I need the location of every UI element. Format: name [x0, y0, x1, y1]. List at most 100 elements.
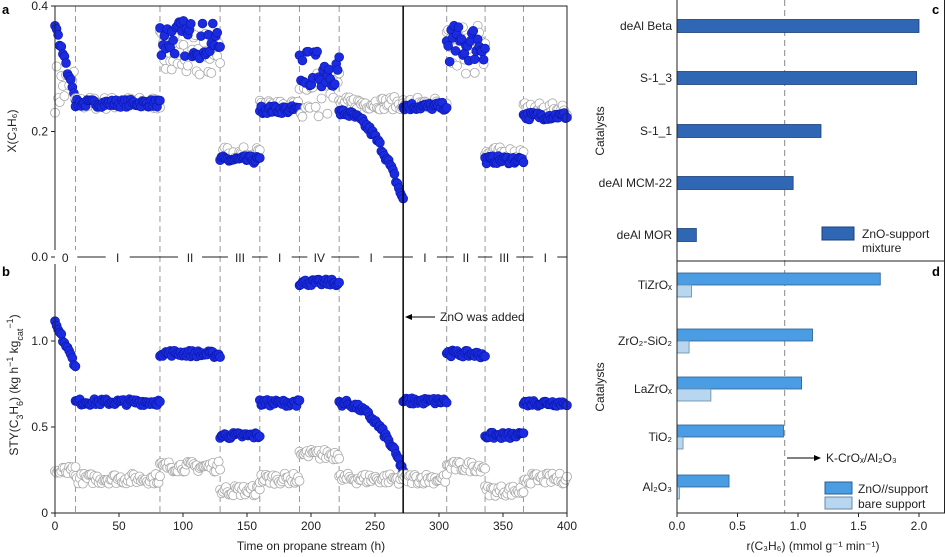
blue-point	[53, 30, 63, 40]
blue-point	[480, 43, 490, 54]
b-xtick-label: 200	[301, 519, 321, 533]
d-legend-swatch-zno	[824, 481, 853, 495]
d-ylabel: Catalysts	[593, 362, 607, 411]
blue-point	[254, 431, 265, 442]
region-label-bg	[53, 250, 78, 264]
c-bar	[676, 176, 794, 190]
blue-point	[155, 396, 165, 407]
grey-point	[310, 102, 321, 112]
region-label-bg	[267, 250, 292, 264]
b-ylabel-part: −1	[5, 318, 15, 328]
d-bar-zno	[676, 376, 803, 390]
grey-point	[215, 58, 226, 69]
d-bar-zno	[676, 424, 784, 438]
grey-point	[313, 111, 324, 122]
c-legend-line2: mixture	[862, 241, 902, 255]
grey-point	[469, 67, 480, 78]
blue-point	[518, 428, 529, 438]
panel-label-b: b	[2, 264, 10, 279]
region-label: IV	[314, 251, 325, 265]
a-ytick-label: 0.2	[31, 125, 48, 139]
region-label-bg	[533, 250, 558, 264]
blue-point	[207, 18, 218, 29]
d-legend-label-2: bare support	[858, 497, 926, 511]
blue-point	[334, 277, 344, 288]
b-xtick-label: 250	[365, 519, 385, 533]
blue-point	[215, 352, 225, 362]
b-ylabel-part: H	[7, 406, 21, 415]
blue-point	[441, 103, 452, 113]
c-category-label: deAl MCM-22	[599, 176, 673, 190]
d-bar-bare	[676, 284, 692, 298]
d-xtick-label: 2.0	[911, 519, 928, 533]
grey-point	[480, 463, 490, 474]
b-xtick-label: 350	[493, 519, 513, 533]
blue-point	[169, 48, 180, 59]
d-bar-bare	[676, 340, 690, 354]
region-label: I	[369, 251, 372, 265]
blue-point	[375, 137, 385, 148]
b-xtick-label: 50	[112, 519, 126, 533]
panels-a-b: 0 I II III I IV I I II III I0.00.20.400.51.00 50 100…	[5, 0, 577, 533]
d-category-label: LaZrOₓ	[634, 382, 672, 396]
b-xtick-label: 100	[173, 519, 193, 533]
c-category-label: deAl MOR	[617, 228, 673, 242]
b-ylabel-part: )	[7, 314, 21, 318]
blue-point	[450, 46, 461, 56]
c-category-label: S-1_1	[640, 124, 672, 138]
region-label: III	[499, 251, 509, 265]
blue-point	[332, 65, 343, 75]
blue-point	[297, 55, 308, 66]
region-label-bg	[359, 250, 384, 264]
b-ylabel-part: 6	[15, 401, 25, 406]
blue-point	[61, 58, 71, 68]
blue-point	[197, 18, 208, 29]
blue-point	[324, 64, 334, 75]
grey-point	[294, 475, 305, 486]
blue-point	[168, 35, 178, 46]
blue-point	[443, 41, 453, 51]
a-ytick-label: 0.0	[31, 250, 48, 264]
c-legend-line1: ZnO-support	[862, 227, 930, 241]
c-ylabel: Catalysts	[593, 106, 607, 155]
region-label: II	[187, 251, 194, 265]
b-ylabel-part: ) (kg h	[7, 367, 21, 401]
a-ylabel: X(C₃H₆)	[5, 109, 19, 152]
d-xtick-label: 0.0	[669, 519, 686, 533]
b-ytick-label: 1.0	[31, 334, 48, 348]
blue-point	[185, 19, 196, 29]
region-label: I	[116, 251, 119, 265]
c-bar	[676, 19, 920, 33]
blue-point	[469, 54, 480, 65]
b-ylabel-part: kg	[7, 341, 21, 357]
blue-point	[468, 26, 479, 36]
grey-point	[206, 68, 217, 78]
blue-point	[453, 22, 464, 32]
d-xtick-label: 0.5	[729, 519, 746, 533]
grey-point	[460, 68, 471, 79]
blue-point	[329, 79, 340, 89]
a-ytick-label: 0.4	[31, 0, 48, 13]
c-category-label: S-1_3	[640, 71, 672, 85]
blue-point	[156, 50, 167, 61]
d-category-label: TiZrOₓ	[638, 278, 672, 292]
region-label: 0	[62, 251, 69, 265]
d-xlabel: r(C₃H₆) (mmol g⁻¹ min⁻¹)	[746, 539, 879, 553]
region-label-bg	[453, 250, 478, 264]
grey-point	[334, 453, 345, 464]
d-legend-swatch-bare	[824, 496, 853, 510]
region-label: II	[463, 251, 470, 265]
d-xtick-label: 1.0	[790, 519, 807, 533]
b-ytick-label: 0	[41, 506, 48, 520]
grey-point	[322, 108, 333, 119]
d-legend-label-1: ZnO//support	[858, 482, 929, 496]
d-bar-bare	[676, 436, 684, 450]
b-ylabel-part: STY(C	[7, 419, 21, 455]
zno-added-annotation: ZnO was added	[440, 310, 525, 324]
blue-point	[155, 95, 165, 106]
panel-label-c: c	[932, 2, 939, 17]
b-xlabel: Time on propane stream (h)	[237, 539, 385, 553]
grey-point	[518, 487, 529, 498]
c-legend-swatch	[821, 226, 855, 241]
